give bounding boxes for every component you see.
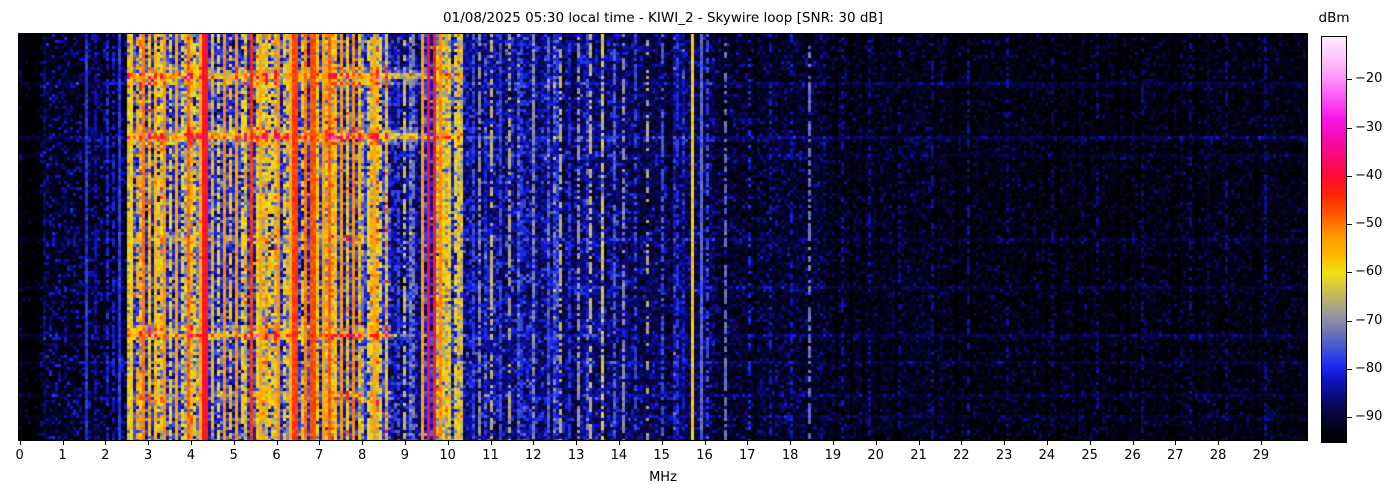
x-tick-mark: [447, 441, 449, 445]
colorbar-label: dBm: [1318, 10, 1350, 26]
x-tick-mark: [404, 441, 406, 445]
x-tick-label: 3: [143, 448, 153, 463]
x-tick-label: 7: [315, 448, 324, 463]
x-tick-label: 18: [781, 448, 799, 463]
colorbar-tick-label: −60: [1355, 264, 1383, 280]
x-tick-mark: [190, 441, 192, 445]
colorbar-tick-mark: [1347, 272, 1352, 274]
chart-title: 01/08/2025 05:30 local time - KIWI_2 - S…: [443, 10, 883, 26]
x-tick-label: 6: [272, 448, 281, 463]
colorbar-tick-mark: [1347, 224, 1352, 225]
x-axis-label: MHz: [649, 470, 677, 485]
x-tick-label: 5: [229, 448, 238, 463]
x-tick-mark: [790, 441, 792, 445]
x-tick-label: 20: [867, 448, 884, 463]
x-tick-label: 28: [1209, 448, 1227, 463]
x-tick-mark: [1175, 441, 1177, 445]
x-tick-label: 23: [995, 448, 1013, 463]
colorbar-tick-mark: [1347, 79, 1352, 81]
x-tick-mark: [490, 441, 492, 445]
x-tick-label: 9: [400, 448, 410, 463]
x-tick-label: 21: [910, 448, 927, 463]
x-tick-mark: [1089, 441, 1091, 445]
x-tick-label: 4: [186, 448, 196, 463]
x-tick-mark: [618, 441, 620, 445]
plot-area: [18, 33, 1308, 441]
colorbar-tick-label: −30: [1355, 119, 1383, 135]
x-tick-mark: [533, 441, 535, 445]
x-tick-mark: [576, 441, 578, 445]
x-tick-mark: [1046, 441, 1048, 445]
x-tick-mark: [875, 441, 877, 445]
colorbar-tick-mark: [1347, 416, 1352, 418]
x-tick-label: 16: [696, 448, 713, 463]
colorbar-tick-mark: [1347, 127, 1352, 129]
x-tick-mark: [1132, 441, 1134, 445]
colorbar-tick-label: −40: [1355, 167, 1383, 183]
x-tick-mark: [233, 441, 235, 445]
x-tick-label: 11: [482, 448, 499, 463]
x-tick-mark: [148, 441, 150, 445]
x-tick-mark: [105, 441, 107, 445]
x-tick-label: 25: [1081, 448, 1098, 463]
x-tick-label: 22: [953, 448, 970, 463]
x-tick-label: 24: [1038, 448, 1056, 463]
x-tick-label: 8: [357, 448, 367, 463]
x-tick-mark: [961, 441, 963, 445]
x-tick-mark: [1218, 441, 1220, 445]
colorbar: [1321, 36, 1347, 443]
x-tick-mark: [661, 441, 663, 445]
x-tick-mark: [918, 441, 920, 445]
colorbar-tick-label: −70: [1355, 312, 1383, 328]
x-tick-mark: [1260, 441, 1262, 445]
x-tick-mark: [362, 441, 364, 445]
colorbar-tick-label: −50: [1355, 216, 1383, 231]
x-tick-label: 10: [439, 448, 456, 463]
x-tick-label: 2: [101, 448, 110, 463]
colorbar-tick-label: −20: [1355, 71, 1383, 87]
x-tick-mark: [319, 441, 321, 445]
x-tick-mark: [747, 441, 749, 445]
x-tick-label: 14: [610, 448, 628, 463]
x-tick-label: 12: [525, 448, 542, 463]
x-tick-mark: [704, 441, 706, 445]
x-tick-label: 26: [1124, 448, 1141, 463]
colorbar-tick-mark: [1347, 320, 1352, 322]
colorbar-tick-label: −90: [1355, 408, 1383, 424]
x-tick-label: 17: [739, 448, 756, 463]
x-tick-label: 15: [653, 448, 670, 463]
x-tick-label: 1: [58, 448, 67, 463]
x-tick-label: 13: [567, 448, 585, 463]
x-tick-mark: [19, 441, 21, 445]
x-tick-label: 29: [1252, 448, 1270, 463]
x-tick-label: 0: [15, 448, 24, 463]
x-tick-label: 19: [824, 448, 842, 463]
colorbar-tick-mark: [1347, 368, 1352, 370]
colorbar-tick-label: −80: [1355, 360, 1383, 376]
spectrogram-canvas: [19, 34, 1307, 440]
x-tick-label: 27: [1167, 448, 1184, 463]
colorbar-tick-mark: [1347, 175, 1352, 177]
x-tick-mark: [832, 441, 834, 445]
x-tick-mark: [276, 441, 278, 445]
x-tick-mark: [1004, 441, 1006, 445]
x-tick-mark: [62, 441, 64, 445]
